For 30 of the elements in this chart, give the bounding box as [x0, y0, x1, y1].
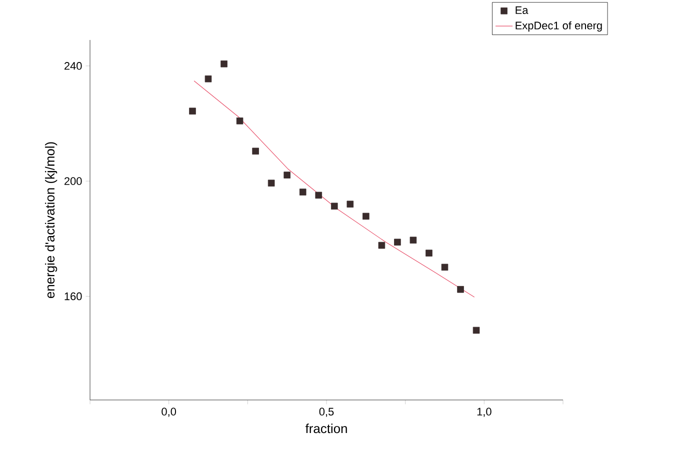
point: [268, 180, 275, 187]
y-axis-title: energie d'activation (kj/mol): [45, 142, 58, 298]
y-tick-label: 240: [64, 62, 82, 70]
point: [331, 202, 338, 210]
point: [299, 188, 306, 196]
point: [394, 238, 401, 246]
x-tick-label: 0,5: [319, 408, 334, 417]
point: [236, 118, 244, 124]
x-tick-label: 1,0: [477, 408, 492, 417]
point: [457, 286, 464, 293]
point: [378, 242, 386, 249]
x-tick-label: 0,0: [162, 408, 176, 417]
point: [362, 212, 370, 220]
y-tick-label: 160: [64, 292, 82, 300]
point: [220, 60, 228, 68]
point: [346, 200, 354, 208]
point: [315, 192, 322, 199]
point: [189, 108, 196, 115]
point: [472, 326, 480, 334]
point: [426, 250, 432, 256]
y-tick-label: 200: [64, 177, 82, 185]
legend-label: Ea: [516, 6, 528, 14]
line-series: [194, 80, 475, 298]
legend-label: ExpDec1 of energ: [516, 21, 602, 32]
point: [204, 75, 212, 82]
x-axis-title: fraction: [305, 424, 347, 434]
point: [410, 236, 417, 244]
point: [284, 172, 290, 178]
point: [252, 148, 259, 155]
point: [441, 264, 448, 271]
